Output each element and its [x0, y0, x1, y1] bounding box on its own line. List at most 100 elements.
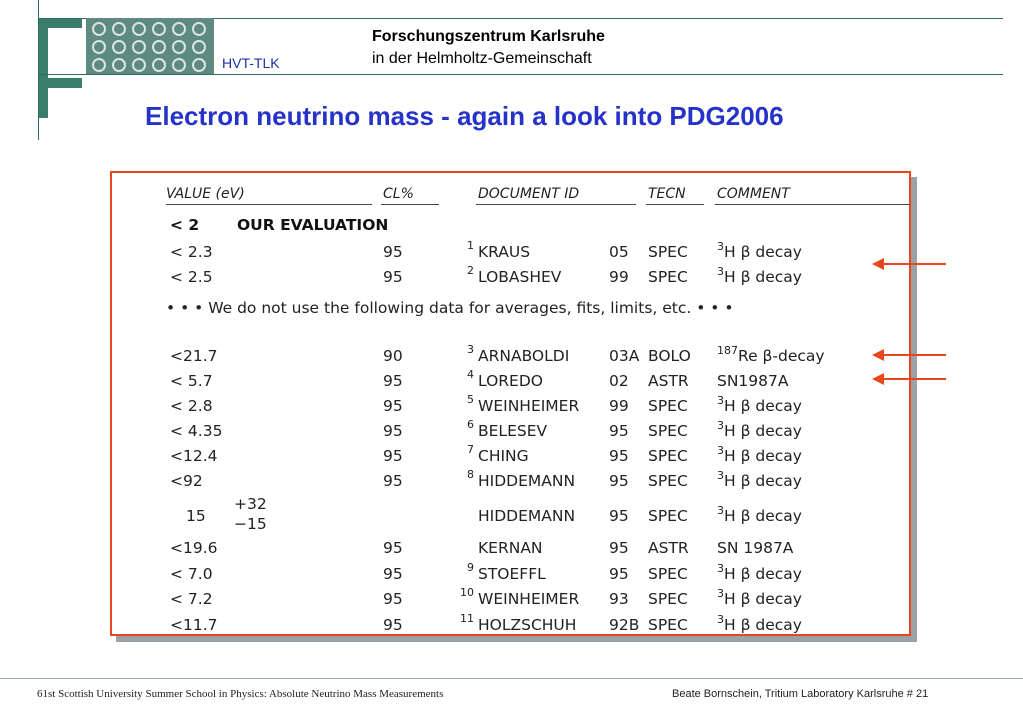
row-comment: 187Re β-decay [717, 344, 825, 365]
row-value: <21.7 [170, 347, 218, 365]
row-cl: 95 [383, 615, 403, 634]
row-year: 05 [609, 243, 629, 261]
comment-text: H β decay [724, 422, 802, 440]
row-year: 95 [609, 447, 629, 465]
slide-title: Electron neutrino mass - again a look in… [145, 101, 784, 131]
footer-right: Beate Bornschein, Tritium Laboratory Kar… [672, 688, 929, 700]
row-value: < 2.8 [170, 397, 213, 415]
row-document: BELESEV [478, 422, 548, 440]
row-ref: 4 [467, 368, 474, 381]
row-tecn: SPEC [648, 590, 688, 608]
row-cl: 95 [383, 397, 403, 415]
comment-text: Re β-decay [738, 347, 825, 365]
header-comment: COMMENT [717, 186, 790, 202]
evaluation-label: OUR EVALUATION [237, 216, 389, 234]
row-cl: 95 [383, 564, 403, 583]
logo-bar-vertical [38, 18, 48, 78]
row-year: 99 [609, 268, 629, 286]
row-document: ARNABOLDI [478, 347, 570, 365]
dept-label: HVT-TLK [222, 55, 280, 71]
header-hline-top [38, 18, 1003, 19]
row-document: HIDDEMANN [478, 507, 576, 525]
row-tecn: SPEC [648, 397, 688, 415]
row-year: 02 [609, 372, 629, 390]
arrow-line [884, 378, 946, 380]
row-comment: SN1987A [717, 372, 788, 390]
comment-text: SN1987A [717, 372, 789, 390]
pdg-table-box [110, 171, 911, 636]
row-ref: 5 [467, 393, 474, 406]
row-comment: SN 1987A [717, 539, 793, 557]
comment-text: H β decay [724, 268, 802, 286]
comment-text: H β decay [724, 590, 802, 608]
arrow-left-icon [872, 373, 884, 385]
comment-text: H β decay [724, 243, 802, 261]
row-year: 93 [609, 590, 629, 608]
row-value: <19.6 [170, 539, 218, 557]
header-underline [166, 204, 372, 205]
row-value: < 2.3 [170, 243, 213, 261]
logo-bar-top [38, 18, 82, 28]
comment-superscript: 3 [717, 419, 724, 432]
row-document: CHING [478, 447, 529, 465]
row-value: < 2.5 [170, 268, 213, 286]
row-comment: 3H β decay [717, 444, 802, 465]
row-cl: 95 [383, 422, 403, 440]
row-ref: 2 [467, 264, 474, 277]
row-tecn: SPEC [648, 243, 688, 261]
header-underline [715, 204, 909, 205]
comment-text: SN 1987A [717, 539, 794, 557]
row-cl: 95 [383, 372, 403, 390]
header-underline [646, 204, 704, 205]
row-tecn: SPEC [648, 447, 688, 465]
row-comment: 3H β decay [717, 612, 802, 634]
comment-superscript: 187 [717, 344, 738, 357]
comment-text: H β decay [724, 507, 802, 525]
row-value: < 4.35 [170, 422, 223, 440]
comment-superscript: 3 [717, 265, 724, 278]
arrow-line [884, 263, 946, 265]
comment-superscript: 3 [717, 504, 724, 517]
comment-text: H β decay [724, 397, 802, 415]
exclusion-note: • • • We do not use the following data f… [166, 299, 734, 317]
arrow-line [884, 354, 946, 356]
row-document: LOREDO [478, 372, 543, 390]
row-value: <12.4 [170, 447, 218, 465]
row-comment: 3H β decay [717, 587, 802, 608]
row-year: 95 [609, 539, 629, 557]
footer-line [0, 678, 1023, 679]
row-year: 95 [609, 472, 629, 490]
footer-left: 61st Scottish University Summer School i… [37, 688, 444, 700]
org-subtitle: in der Helmholtz-Gemeinschaft [372, 50, 592, 67]
row-ref: 3 [467, 343, 474, 356]
comment-superscript: 3 [717, 561, 724, 575]
row-error-plus: +32 [234, 495, 267, 513]
row-tecn: SPEC [648, 507, 688, 525]
row-comment: 3H β decay [717, 469, 802, 490]
row-ref: 6 [467, 418, 474, 431]
row-comment: 3H β decay [717, 419, 802, 440]
header-value: VALUE (eV) [166, 186, 245, 202]
comment-superscript: 3 [717, 469, 724, 482]
logo-bar-lower-vertical [38, 78, 48, 118]
row-cl: 95 [383, 447, 403, 465]
row-value: 15 [186, 507, 206, 525]
row-tecn: SPEC [648, 615, 688, 634]
header-underline [476, 204, 636, 205]
arrow-left-icon [872, 349, 884, 361]
row-ref: 10 [460, 586, 474, 599]
logo-bar-lower [38, 78, 82, 88]
row-ref: 1 [467, 239, 474, 252]
header-photo [86, 18, 214, 74]
comment-superscript: 3 [717, 612, 724, 626]
row-cl: 95 [383, 268, 403, 286]
comment-text: H β decay [724, 447, 802, 465]
arrow-left-icon [872, 258, 884, 270]
header-cl: CL% [383, 186, 414, 202]
org-name: Forschungszentrum Karlsruhe [372, 28, 605, 45]
row-year: 95 [609, 507, 629, 525]
row-tecn: SPEC [648, 564, 688, 583]
header-underline [381, 204, 439, 205]
row-cl: 90 [383, 347, 403, 365]
row-year: 03A [609, 347, 640, 365]
